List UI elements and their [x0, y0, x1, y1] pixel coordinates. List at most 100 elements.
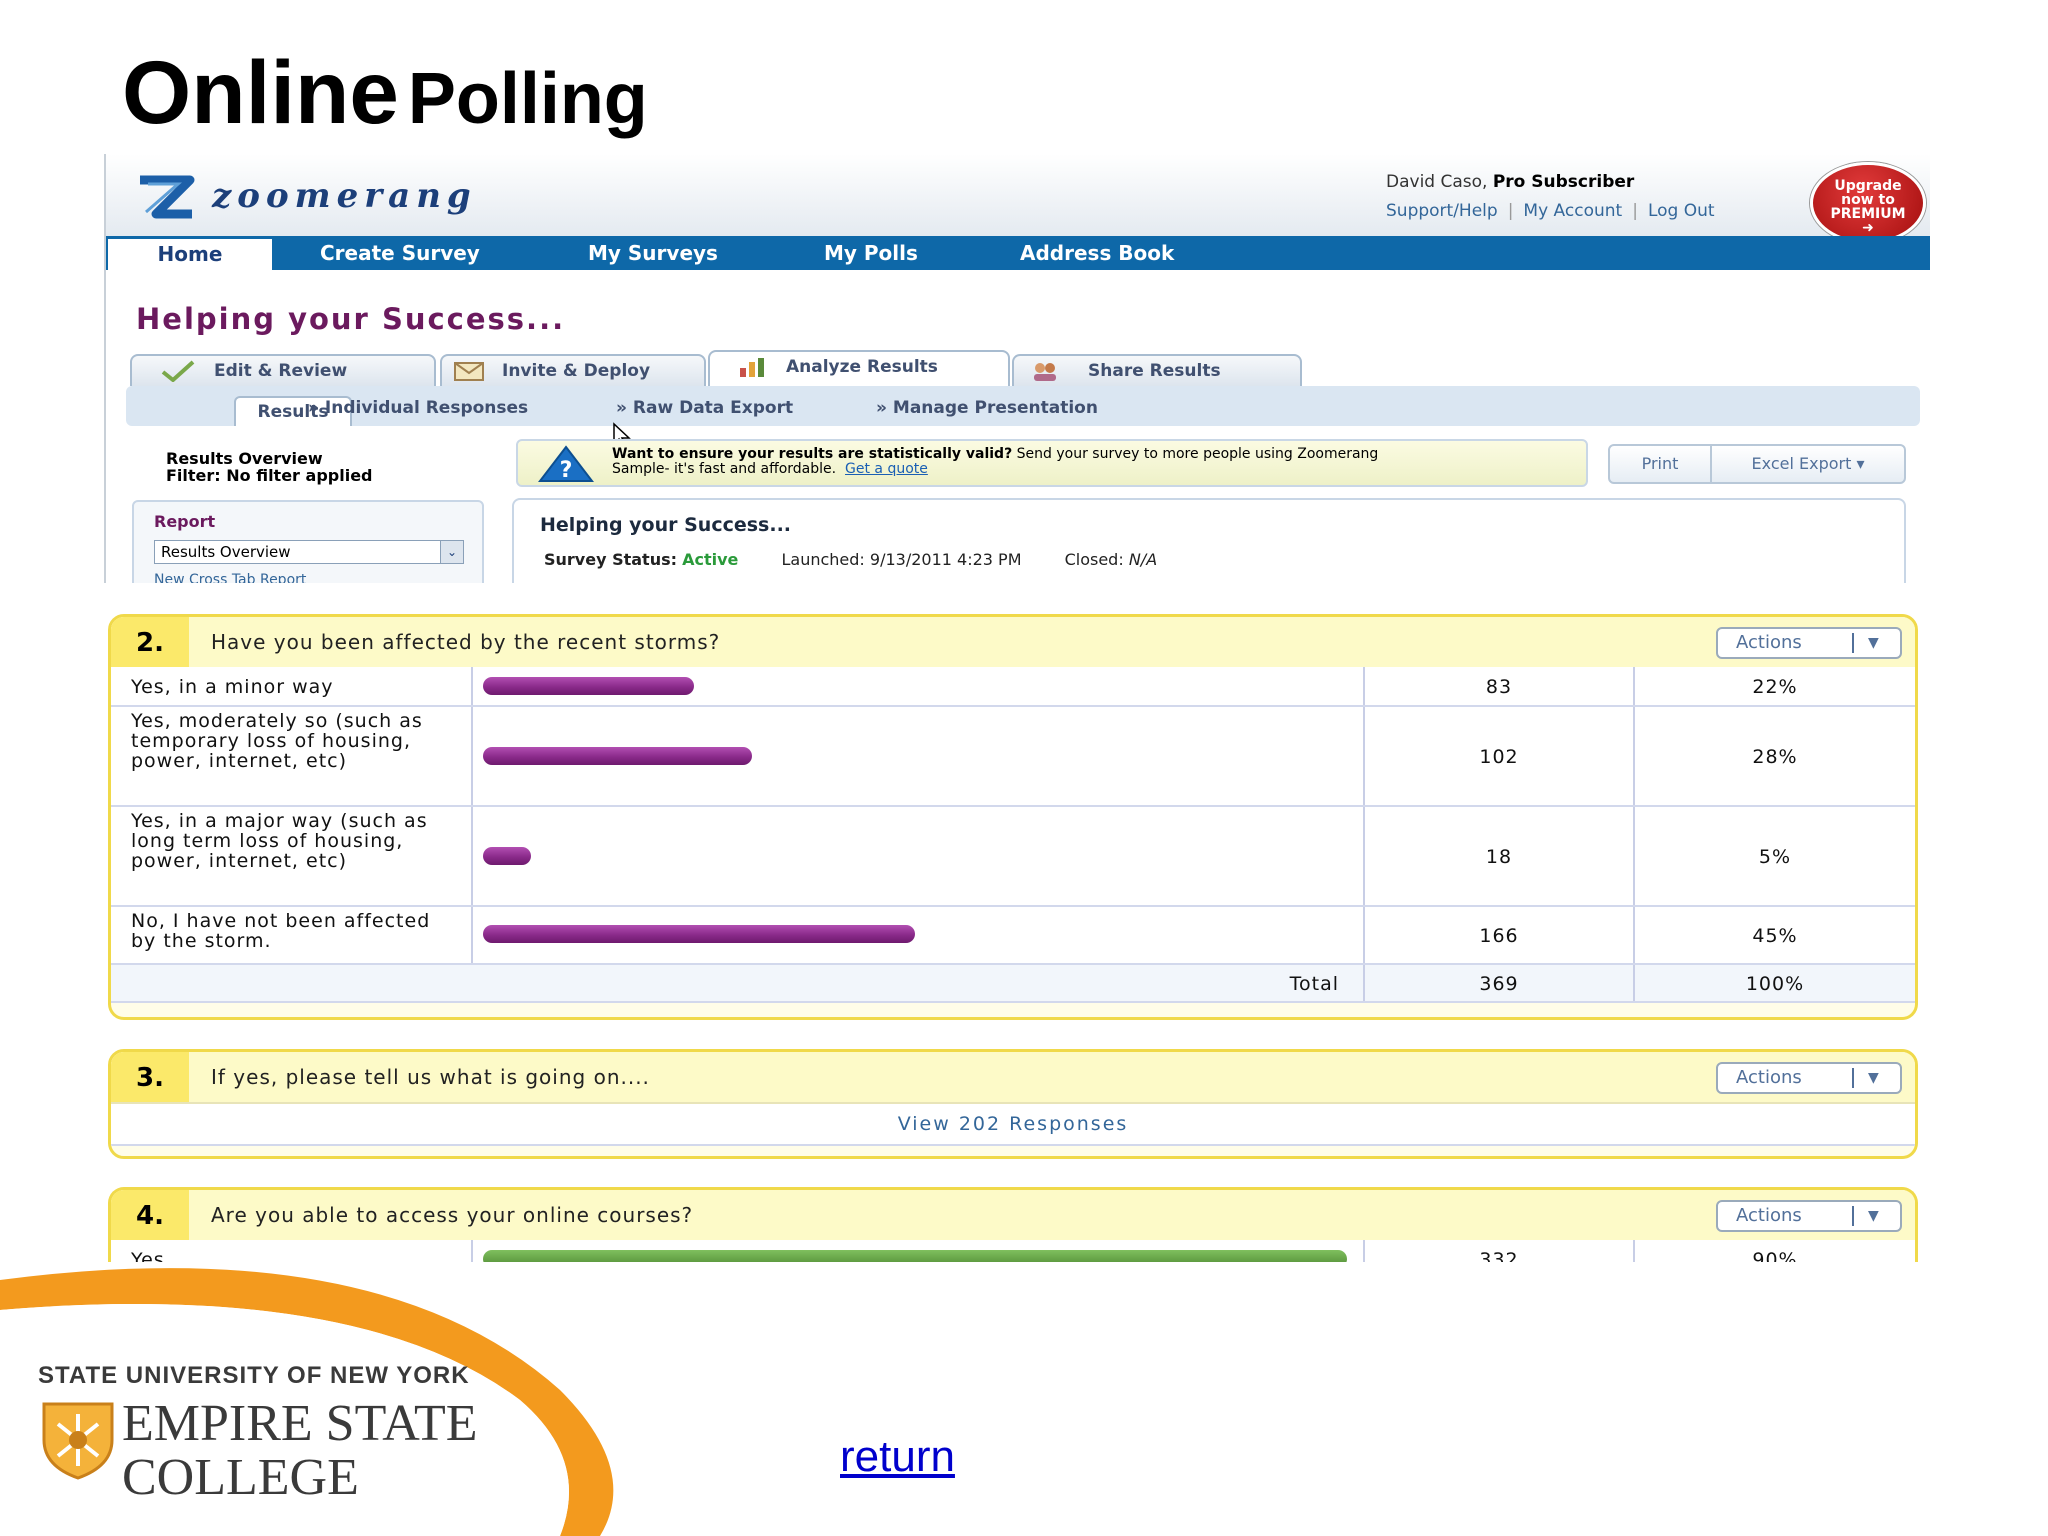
answer-label: Yes, in a minor way [111, 667, 473, 705]
answer-percent: 90% [1752, 1249, 1798, 1262]
actions-dropdown[interactable]: Actions ▼ [1716, 1200, 1902, 1232]
app-header: zoomerang David Caso, Pro Subscriber Sup… [106, 154, 1930, 244]
answer-bar [483, 677, 694, 695]
table-row: No, I have not been affected by the stor… [111, 907, 1915, 965]
return-link[interactable]: return [840, 1432, 955, 1481]
nav-address-book[interactable]: Address Book [1020, 241, 1175, 265]
svg-text:?: ? [560, 458, 573, 483]
nav-create-survey[interactable]: Create Survey [320, 241, 480, 265]
quote-text: Want to ensure your results are statisti… [612, 447, 1378, 477]
chart-icon [740, 358, 764, 377]
upgrade-premium-badge[interactable]: Upgrade now to PREMIUM ➜ [1810, 162, 1926, 244]
nav-my-polls[interactable]: My Polls [824, 241, 918, 265]
answer-bar-cell [473, 707, 1365, 805]
question-block-2: 2. Have you been affected by the recent … [108, 614, 1918, 1020]
actions-dropdown[interactable]: Actions ▼ [1716, 627, 1902, 659]
zoomerang-logo-icon [140, 175, 195, 219]
triangle-down-icon: ▼ [1868, 1208, 1879, 1224]
people-icon [1034, 363, 1056, 381]
actions-label: Actions [1736, 1067, 1802, 1088]
question-text: Have you been affected by the recent sto… [211, 630, 721, 654]
report-select-value: Results Overview [161, 543, 291, 561]
answer-label: Yes [111, 1240, 473, 1262]
chevron-down-icon[interactable]: ⌄ [440, 541, 463, 563]
actions-dropdown[interactable]: Actions ▼ [1716, 1062, 1902, 1094]
survey-status-label: Survey Status: [544, 550, 678, 569]
survey-title: Helping your Success... [540, 514, 791, 536]
tab-edit-review-label: Edit & Review [214, 361, 348, 381]
answer-percent: 28% [1752, 746, 1798, 768]
question-header: 3. If yes, please tell us what is going … [111, 1052, 1915, 1104]
table-row: Yes 332 90% [111, 1240, 1915, 1262]
report-panel: Report Results Overview ⌄ New Cross Tab … [132, 500, 484, 583]
results-overview-title: Results Overview [166, 449, 323, 468]
answer-bar-cell [473, 667, 1365, 705]
zoomerang-logo-text: zoomerang [212, 176, 477, 216]
checkmark-icon [161, 360, 195, 382]
survey-summary: Helping your Success... Survey Status: A… [512, 498, 1906, 583]
subtab-results[interactable]: Results [234, 396, 352, 426]
quote-banner: ? Want to ensure your results are statis… [516, 439, 1588, 487]
actions-label: Actions [1736, 632, 1802, 653]
view-responses-link[interactable]: View 202 Responses [111, 1104, 1915, 1146]
question-text: Are you able to access your online cours… [211, 1203, 694, 1227]
report-select[interactable]: Results Overview ⌄ [154, 540, 464, 564]
tab-invite-deploy[interactable]: Invite & Deploy [440, 354, 706, 386]
user-info: David Caso, Pro Subscriber [1386, 172, 1634, 192]
log-out-link[interactable]: Log Out [1647, 201, 1715, 221]
envelope-icon [454, 362, 484, 381]
nav-home[interactable]: Home [108, 236, 272, 270]
individual-responses-link[interactable]: » Individual Responses [308, 398, 529, 418]
slide-title: Online Polling [122, 48, 648, 137]
quote-body-text: Send your survey to more people using Zo… [1012, 446, 1379, 462]
get-a-quote-link[interactable]: Get a quote [845, 461, 928, 477]
college-shield-icon [42, 1402, 114, 1480]
question-block-4: 4. Are you able to access your online co… [108, 1187, 1918, 1262]
results-overview-info: Results Overview Filter: No filter appli… [166, 450, 373, 484]
table-row: Yes, in a major way (such as long term l… [111, 807, 1915, 907]
college-name-line2: COLLEGE [122, 1449, 359, 1506]
answer-percent: 5% [1758, 846, 1792, 868]
tab-analyze-results-label: Analyze Results [786, 357, 938, 377]
my-account-link[interactable]: My Account [1523, 201, 1623, 221]
answer-count: 166 [1365, 907, 1635, 963]
arrow-right-icon: ➜ [1862, 220, 1874, 236]
user-name: David Caso, [1386, 172, 1488, 192]
total-row: Total 369 100% [111, 965, 1915, 1003]
answer-count: 18 [1365, 807, 1635, 905]
actions-divider [1852, 1206, 1854, 1226]
answer-bar-cell [473, 1240, 1365, 1262]
page-heading: Helping your Success... [136, 302, 566, 336]
answer-percent: 45% [1752, 925, 1798, 947]
nav-my-surveys[interactable]: My Surveys [588, 241, 718, 265]
results-subnav [126, 386, 1920, 426]
answer-count: 102 [1365, 707, 1635, 805]
help-question-icon: ? [538, 445, 594, 483]
survey-status-value: Active [682, 550, 739, 569]
upgrade-line2: now to [1841, 192, 1895, 208]
tab-share-results[interactable]: Share Results [1012, 354, 1302, 386]
raw-data-export-link[interactable]: » Raw Data Export [616, 398, 794, 418]
question-number: 4. [111, 1190, 189, 1240]
tab-analyze-results[interactable]: Analyze Results [708, 350, 1010, 388]
tab-edit-review[interactable]: Edit & Review [130, 354, 436, 386]
manage-presentation-link[interactable]: » Manage Presentation [876, 398, 1098, 418]
support-help-link[interactable]: Support/Help [1386, 201, 1498, 221]
question-number: 3. [111, 1052, 189, 1102]
suny-label: STATE UNIVERSITY OF NEW YORK [38, 1362, 470, 1389]
answer-label: Yes, in a major way (such as long term l… [111, 807, 473, 905]
zoomerang-screenshot: zoomerang David Caso, Pro Subscriber Sup… [104, 154, 1930, 583]
print-button[interactable]: Print [1608, 444, 1712, 484]
slide-title-part2: Polling [407, 59, 648, 139]
quote-bold-text: Want to ensure your results are statisti… [612, 446, 1013, 462]
answer-bar-cell [473, 907, 1365, 963]
college-name-line1: EMPIRE STATE [122, 1395, 478, 1452]
answer-bar [483, 747, 752, 765]
excel-export-button[interactable]: Excel Export ▾ [1710, 444, 1906, 484]
user-plan: Pro Subscriber [1492, 172, 1635, 192]
answer-label: No, I have not been affected by the stor… [111, 907, 473, 963]
table-row: Yes, in a minor way 83 22% [111, 667, 1915, 707]
new-cross-tab-report-link[interactable]: New Cross Tab Report [154, 572, 307, 583]
triangle-down-icon: ▼ [1868, 1070, 1879, 1086]
answer-bar [483, 847, 531, 865]
